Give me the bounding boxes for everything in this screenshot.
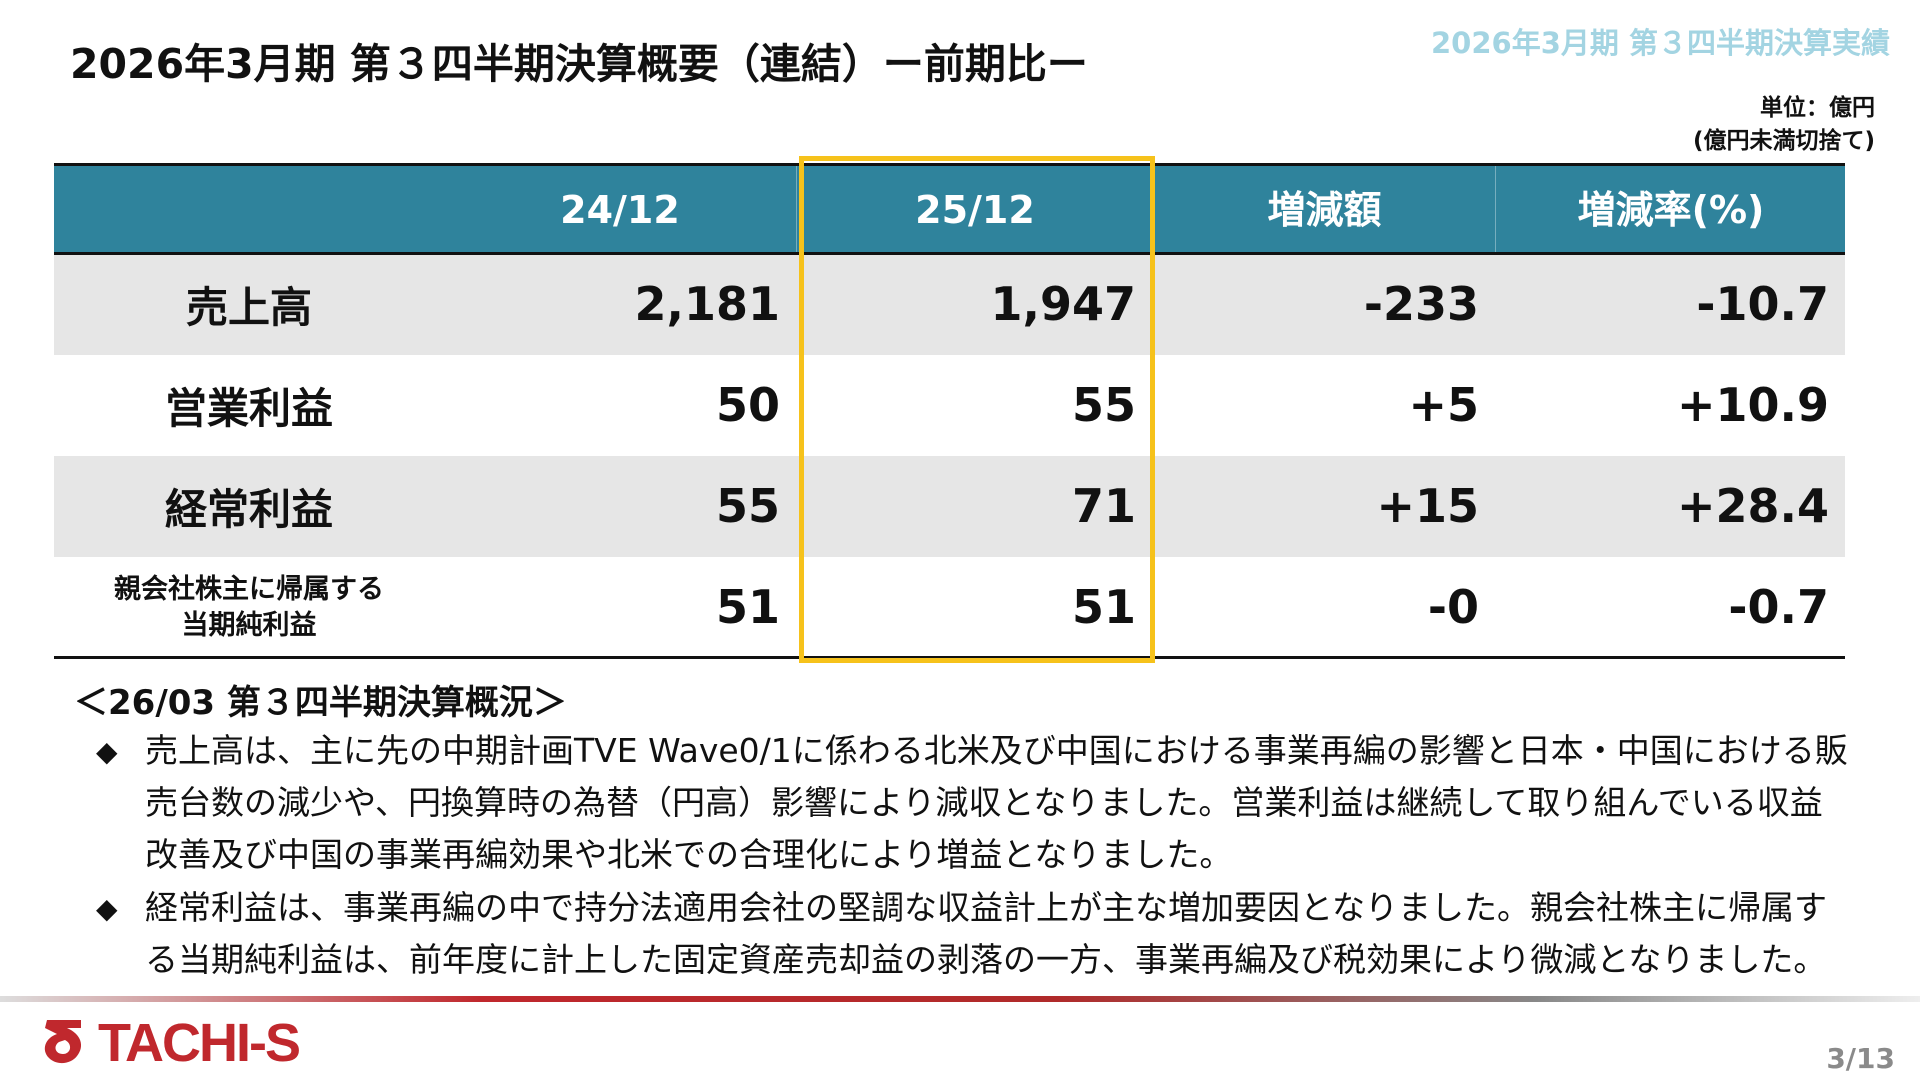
rule — [54, 656, 1845, 659]
cell-value: +15 — [1376, 479, 1479, 533]
table-row: 営業利益 50 55 +5 +10.9 — [54, 355, 1845, 456]
table-row: 売上高 2,181 1,947 -233 -10.7 — [54, 254, 1845, 355]
cell-value: 55 — [1071, 378, 1136, 432]
logo-text: TACHI-S — [98, 1013, 301, 1073]
page-number: 3/13 — [1826, 1042, 1895, 1075]
table-row: 経常利益 55 71 +15 +28.4 — [54, 456, 1845, 557]
bullet-icon: ◆ — [96, 735, 118, 768]
table-row: 親会社株主に帰属する 当期純利益 51 51 -0 -0.7 — [54, 557, 1845, 658]
row-label-line: 親会社株主に帰属する — [114, 573, 384, 605]
row-label-line: 当期純利益 — [181, 609, 317, 641]
column-header: 増減額 — [1152, 166, 1496, 254]
column-header: 25/12 — [796, 166, 1153, 254]
row-label-line: 売上高 — [185, 283, 312, 332]
row-label: 親会社株主に帰属する 当期純利益 — [54, 557, 444, 658]
bullet-text: 経常利益は、事業再編の中で持分法適用会社の堅調な収益計上が主な増加要因となりまし… — [145, 888, 1828, 979]
column-header: 24/12 — [560, 188, 680, 232]
table-header: 24/12 25/12 増減額 増減率(%) — [54, 163, 1845, 254]
cell-value: -233 — [1363, 277, 1479, 331]
cell-value: -0.7 — [1728, 580, 1829, 634]
row-label-line: 経常利益 — [164, 485, 333, 534]
bullet-text: 売上高は、主に先の中期計画TVE Wave0/1に係わる北米及び中国における事業… — [145, 731, 1848, 874]
row-label-line: 営業利益 — [164, 384, 333, 433]
title: 2026年3月期 第３四半期決算概要（連結）ー前期比ー — [70, 40, 1088, 88]
cell-value: 71 — [1071, 479, 1136, 533]
row-label: 営業利益 — [54, 355, 444, 456]
highlight-box — [799, 156, 1155, 663]
cell-value: 1,947 — [990, 277, 1136, 331]
cell-value: 51 — [1071, 580, 1136, 634]
unit-note: (億円未満切捨て) — [1692, 128, 1875, 154]
bullet-icon: ◆ — [96, 892, 118, 925]
cell-value: 2,181 — [634, 277, 780, 331]
column-header: 増減率(%) — [1495, 166, 1846, 254]
cell-value: +10.9 — [1676, 378, 1829, 432]
unit: 単位：億円 — [1760, 95, 1875, 121]
cell-value: +28.4 — [1676, 479, 1829, 533]
logo-icon — [44, 1020, 82, 1064]
cell-value: +5 — [1408, 378, 1479, 432]
cell-value: -10.7 — [1696, 277, 1829, 331]
summary-heading: ＜26/03 第３四半期決算概況＞ — [74, 683, 567, 723]
row-label: 経常利益 — [54, 456, 444, 557]
row-label: 売上高 — [54, 254, 444, 355]
rule — [54, 252, 1845, 255]
cell-value: 55 — [715, 479, 780, 533]
footer-rule — [0, 996, 1920, 1002]
badge: 2026年3月期 第３四半期決算実績 — [1431, 26, 1890, 60]
cell-value: 51 — [715, 580, 780, 634]
cell-value: -0 — [1427, 580, 1479, 634]
cell-value: 50 — [715, 378, 780, 432]
